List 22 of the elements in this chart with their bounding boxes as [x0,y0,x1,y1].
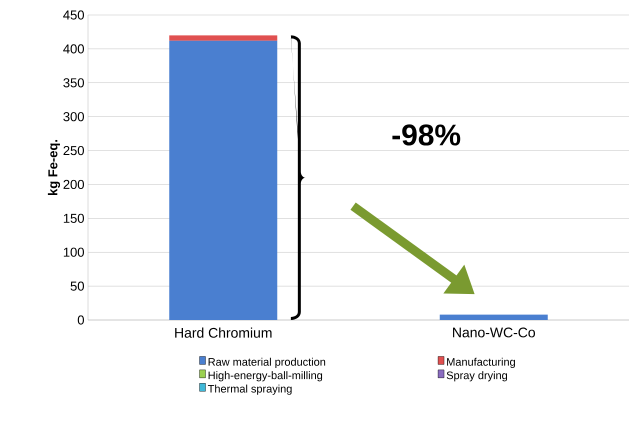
y-tick-label: 350 [63,78,84,88]
y-tick-label: 150 [64,214,84,223]
y-tick-label: 400 [63,44,84,54]
bar [440,314,548,320]
y-axis-title: kg Fe-eq. [48,140,60,196]
x-tick-label: Nano-WC-Co [453,328,536,338]
legend-label: Thermal spraying [208,384,292,395]
y-tick-label: 0 [78,315,84,325]
legend-label: Manufacturing [447,358,515,368]
legend-label: High-energy-ball-milling [208,371,322,382]
y-tick-label: 300 [63,112,84,122]
y-tick-label: 50 [70,282,84,291]
y-tick-label: 200 [64,180,84,190]
annotation: -98% [392,124,460,146]
y-tick-label: 100 [64,248,84,257]
bar [169,40,278,320]
legend-label: Raw material production [208,358,326,368]
y-tick-label: 250 [64,146,84,156]
bar [169,35,278,41]
y-tick-label: 450 [63,10,84,20]
legend-label: Spray drying [446,371,508,382]
x-tick-label: Hard Chromium [175,328,272,338]
